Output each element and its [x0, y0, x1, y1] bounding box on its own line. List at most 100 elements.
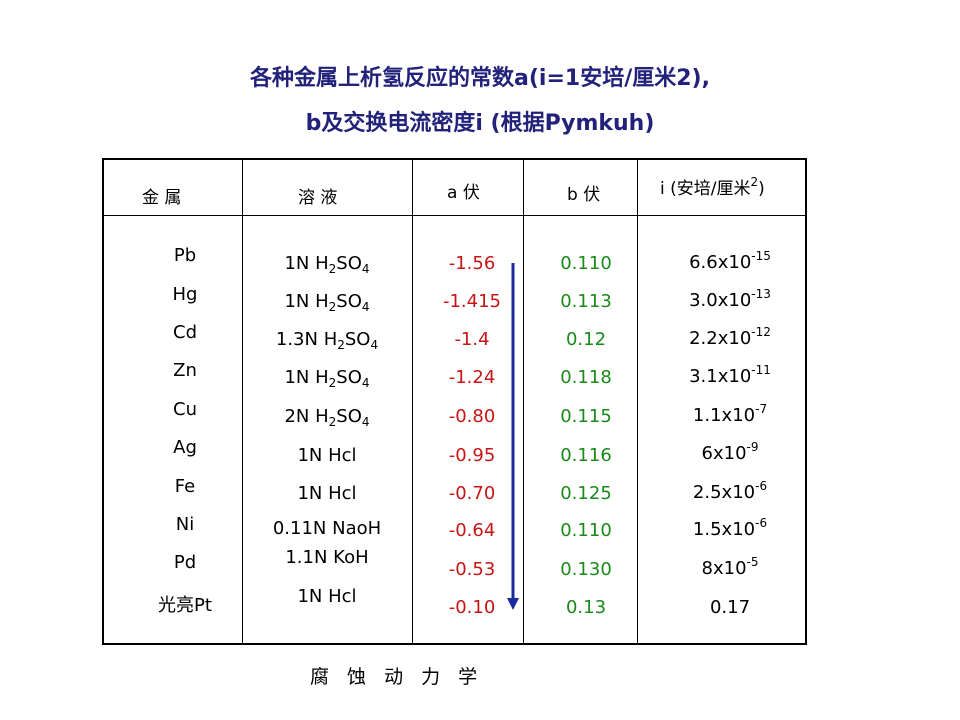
i-value-cell: 1.5x10-6	[693, 516, 767, 540]
a-value-cell: -0.53	[448, 559, 496, 580]
i-value-base: 1.1x10	[692, 405, 756, 426]
a-value-cell: -0.95	[448, 445, 496, 466]
solution-cell: 1N Hcl	[297, 586, 356, 607]
header-i-text: i (安培/厘米	[660, 179, 751, 199]
metal-cell: Pd	[173, 552, 197, 573]
a-value-cell: -0.80	[448, 406, 496, 427]
solution-subscript: 4	[361, 376, 370, 390]
title-line-2: b及交换电流密度i (根据Pymkuh)	[305, 111, 655, 136]
i-value-exponent: -13	[751, 287, 771, 301]
metal-cell: Hg	[172, 284, 198, 305]
i-value-cell: 8x10-5	[702, 555, 759, 579]
footer-caption: 腐 蚀 动 力 学	[310, 666, 484, 688]
solution-text: SO	[344, 329, 371, 350]
a-value-cell: -0.70	[448, 483, 496, 504]
solution-cell: 1N H2SO4	[284, 367, 369, 390]
solution-cell: 1.1N KoH	[285, 547, 368, 568]
header-solution: 溶 液	[298, 188, 338, 208]
solution-text: 1N Hcl	[297, 586, 357, 607]
b-value-cell: 0.130	[560, 559, 612, 580]
header-i-close: )	[758, 179, 765, 199]
i-value-base: 6.6x10	[689, 252, 752, 273]
a-value-cell: -0.64	[448, 520, 496, 541]
a-value-cell: -1.4	[454, 329, 490, 350]
i-value-exponent: -7	[755, 402, 768, 416]
i-value-exponent: -9	[746, 440, 759, 454]
solution-text: SO	[336, 367, 362, 388]
solution-text: SO	[336, 253, 362, 274]
i-value-base: 2.2x10	[689, 328, 752, 349]
a-value-cell: -1.56	[448, 253, 496, 274]
solution-cell: 2N H2SO4	[284, 406, 369, 429]
column-divider	[523, 158, 524, 645]
solution-text: 1.1N KoH	[285, 547, 369, 568]
column-divider	[412, 158, 413, 645]
solution-text: 1N H	[284, 253, 329, 274]
solution-text: 1N H	[284, 291, 329, 312]
b-value-cell: 0.118	[560, 367, 612, 388]
header-metal: 金 属	[142, 188, 182, 208]
column-divider	[242, 158, 243, 645]
solution-text: 1N H	[284, 367, 329, 388]
i-value-cell: 3.0x10-13	[689, 287, 771, 311]
solution-subscript: 2	[328, 376, 337, 390]
i-value-exponent: -6	[755, 479, 768, 493]
i-value-exponent: -15	[751, 249, 771, 263]
solution-text: SO	[336, 291, 362, 312]
i-value-exponent: -5	[746, 555, 759, 569]
solution-text: SO	[336, 406, 362, 427]
solution-subscript: 4	[361, 262, 370, 276]
i-value-exponent: -11	[751, 363, 771, 377]
i-value-base: 3.0x10	[689, 290, 752, 311]
b-value-cell: 0.125	[560, 483, 612, 504]
solution-text: 1N Hcl	[297, 445, 357, 466]
metal-cell: Zn	[173, 360, 197, 381]
b-value-cell: 0.113	[560, 291, 612, 312]
metal-cell: Cu	[173, 399, 197, 420]
header-divider	[102, 215, 807, 216]
solution-cell: 1N Hcl	[297, 483, 356, 504]
solution-text: 0.11N NaoH	[272, 518, 382, 539]
solution-cell: 1N Hcl	[297, 445, 356, 466]
table-frame	[102, 158, 807, 645]
solution-subscript: 2	[328, 262, 337, 276]
solution-text: 2N H	[284, 406, 329, 427]
header-i-exponent: 2	[750, 175, 759, 189]
b-value-cell: 0.13	[565, 597, 607, 618]
metal-cell: Ag	[173, 437, 197, 458]
i-value-base: 3.1x10	[689, 366, 752, 387]
solution-cell: 1N H2SO4	[284, 253, 369, 276]
metal-cell: Pb	[173, 245, 197, 266]
i-value-cell: 1.1x10-7	[693, 402, 767, 426]
metal-cell: Fe	[174, 476, 196, 497]
i-value-base: 8x10	[701, 558, 747, 579]
b-value-cell: 0.110	[560, 520, 612, 541]
metal-cell: 光亮Pt	[158, 595, 212, 616]
column-divider	[637, 158, 638, 645]
i-value-base: 0.17	[709, 597, 751, 618]
metal-cell: Ni	[175, 514, 195, 535]
i-value-exponent: -12	[751, 325, 771, 339]
header-b: b 伏	[567, 185, 601, 205]
solution-subscript: 2	[337, 338, 345, 352]
i-value-cell: 2.5x10-6	[693, 479, 767, 503]
title-line-1: 各种金属上析氢反应的常数a(i=1安培/厘米2),	[250, 66, 710, 91]
i-value-cell: 0.17	[710, 597, 750, 618]
b-value-cell: 0.116	[560, 445, 612, 466]
solution-cell: 1.3N H2SO4	[276, 329, 378, 352]
solution-subscript: 2	[328, 415, 337, 429]
b-value-cell: 0.110	[560, 253, 612, 274]
header-i: i (安培/厘米2)	[660, 174, 765, 199]
solution-subscript: 4	[361, 300, 370, 314]
a-value-cell: -1.415	[442, 291, 502, 312]
solution-subscript: 4	[370, 338, 379, 352]
i-value-base: 1.5x10	[692, 519, 756, 540]
solution-cell: 0.11N NaoH	[273, 518, 381, 539]
a-value-cell: -0.10	[448, 597, 496, 618]
solution-text: 1.3N H	[275, 329, 338, 350]
b-value-cell: 0.12	[565, 329, 607, 350]
a-value-cell: -1.24	[448, 367, 496, 388]
i-value-exponent: -6	[755, 516, 768, 530]
i-value-base: 2.5x10	[692, 482, 756, 503]
b-value-cell: 0.115	[560, 406, 612, 427]
